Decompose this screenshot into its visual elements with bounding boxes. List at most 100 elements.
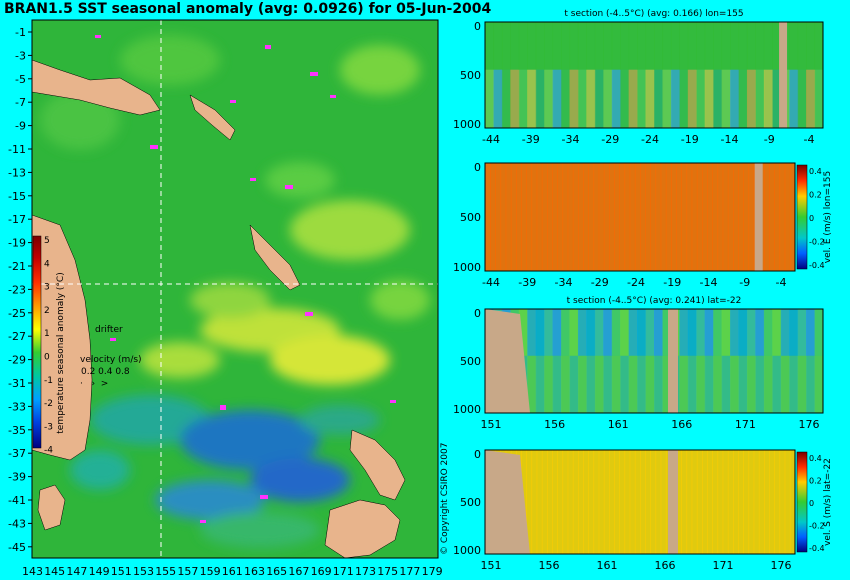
lon-tick-label: 165 xyxy=(266,565,287,578)
panel-y-tick-label: 500 xyxy=(460,69,481,82)
panel-y-tick-label: 1000 xyxy=(453,261,481,274)
panel-y-tick-label: 1000 xyxy=(453,403,481,416)
lon-tick-label: 171 xyxy=(333,565,354,578)
panel-x-tick-label: -29 xyxy=(601,133,619,146)
lat-tick-label: -9 xyxy=(15,120,26,133)
colorbar-tick-label: 5 xyxy=(44,236,50,246)
lon-tick-label: 169 xyxy=(311,565,332,578)
panel-y-tick-label: 1000 xyxy=(453,544,481,557)
lon-tick-label: 167 xyxy=(288,565,309,578)
panel-x-tick-label: -24 xyxy=(641,133,659,146)
sst-colorbar xyxy=(32,235,42,449)
lon-tick-label: 155 xyxy=(155,565,176,578)
copyright: © Copyright CSIRO 2007 xyxy=(440,442,450,555)
panel-x-tick-label: -9 xyxy=(739,276,750,289)
panel-x-tick-label: -4 xyxy=(804,133,815,146)
panel-x-tick-label: -39 xyxy=(518,276,536,289)
lat-tick-label: -41 xyxy=(8,494,26,507)
panel-x-tick-label: 161 xyxy=(608,418,629,431)
panel-x-tick-label: -34 xyxy=(555,276,573,289)
lat-tick-label: -1 xyxy=(15,26,26,39)
panel-colorbar-tick: -0.4 xyxy=(809,544,825,553)
panel-y-tick-label: 0 xyxy=(474,161,481,174)
panel-colorbar-label: vel. E (m/s) lon=155 xyxy=(823,171,833,263)
lat-tick-label: -25 xyxy=(8,307,26,320)
panel-x-tick-label: 151 xyxy=(481,559,502,572)
panel-colorbar-tick: 0 xyxy=(809,214,814,223)
lat-tick-label: -3 xyxy=(15,49,26,62)
panel-colorbar-tick: 0.4 xyxy=(809,454,822,463)
panel-x-tick-label: 171 xyxy=(735,418,756,431)
panel-x-tick-label: 156 xyxy=(539,559,560,572)
panel-x-tick-label: 151 xyxy=(481,418,502,431)
panel-y-tick-label: 0 xyxy=(474,20,481,33)
lat-tick-label: -23 xyxy=(8,283,26,296)
panel-x-tick-label: 176 xyxy=(799,418,820,431)
panel-y-tick-label: 500 xyxy=(460,355,481,368)
panel-x-tick-label: -39 xyxy=(522,133,540,146)
lat-tick-label: -45 xyxy=(8,541,26,554)
panel-y-tick-label: 500 xyxy=(460,211,481,224)
panel-x-tick-label: -44 xyxy=(482,133,500,146)
panel-title: t section (-4..5°C) (avg: 0.241) lat=-22 xyxy=(567,296,742,306)
lat-tick-label: -19 xyxy=(8,237,26,250)
lon-tick-labels: 143 145 147 149 151 153 155 157 159 161 163 165 167 1… xyxy=(22,565,443,578)
panel-x-tick-label: 166 xyxy=(671,418,692,431)
lon-tick-label: 175 xyxy=(377,565,398,578)
page-title: BRAN1.5 SST seasonal anomaly (avg: 0.092… xyxy=(4,1,492,17)
panel-colorbar-tick: -0.2 xyxy=(809,522,825,531)
lat-tick-label: -29 xyxy=(8,354,26,367)
colorbar-tick-label: 0 xyxy=(44,353,50,363)
velocity-label: velocity (m/s) xyxy=(80,355,142,365)
colorbar-tick-label: -4 xyxy=(44,446,53,456)
lat-tick-label: -5 xyxy=(15,73,26,86)
panel-y-tick-label: 500 xyxy=(460,496,481,509)
lat-tick-labels: -1 -3 -5 -7 -9 -11 -13 -15 -17 -19 -21 -23 -25 -27 -29… xyxy=(8,26,32,554)
panel-x-tick-label: -24 xyxy=(627,276,645,289)
lon-tick-label: 159 xyxy=(200,565,221,578)
panel-colorbar-tick: 0.4 xyxy=(809,167,822,176)
panel-colorbar-tick: 0.2 xyxy=(809,477,822,486)
section-panel-1: t section (-4..5°C) (avg: 0.166) lon=155… xyxy=(453,9,824,146)
panel-colorbar-label: vel. S (m/s) lat=-22 xyxy=(823,458,833,546)
lat-tick-label: -33 xyxy=(8,400,26,413)
lon-tick-label: 173 xyxy=(355,565,376,578)
panel-x-tick-label: -34 xyxy=(562,133,580,146)
panel-colorbar-tick: -0.2 xyxy=(809,238,825,247)
lat-tick-label: -17 xyxy=(8,213,26,226)
map-field xyxy=(32,20,438,558)
lon-tick-label: 143 xyxy=(22,565,43,578)
colorbar-tick-label: 4 xyxy=(44,259,50,269)
velocity-arrows: · › > xyxy=(80,379,109,389)
colorbar-tick-label: 3 xyxy=(44,283,50,293)
section-panel-2: 0 500 1000-44 -39 -34 -29 -24 -19 -14 -9 -4 0.4 0.2 0… xyxy=(453,161,833,289)
lon-tick-label: 157 xyxy=(177,565,198,578)
lon-tick-label: 163 xyxy=(244,565,265,578)
panel-x-tick-label: -19 xyxy=(663,276,681,289)
colorbar-tick-label: -1 xyxy=(44,376,53,386)
panel-colorbar xyxy=(796,164,808,270)
lon-tick-label: 153 xyxy=(133,565,154,578)
drifter-label: drifter xyxy=(95,325,123,335)
lat-tick-label: -39 xyxy=(8,471,26,484)
lat-tick-label: -21 xyxy=(8,260,26,273)
panel-colorbar-tick: 0 xyxy=(809,499,814,508)
panel-x-tick-label: -19 xyxy=(681,133,699,146)
panel-x-tick-label: -14 xyxy=(700,276,718,289)
panel-y-tick-label: 0 xyxy=(474,448,481,461)
lat-tick-label: -15 xyxy=(8,190,26,203)
lon-tick-label: 145 xyxy=(44,565,65,578)
lon-tick-label: 151 xyxy=(111,565,132,578)
panel-x-tick-label: 156 xyxy=(544,418,565,431)
sst-colorbar-ticks: 5 4 3 2 1 0 -1 -2 -3 -4 xyxy=(44,236,53,456)
panel-title: t section (-4..5°C) (avg: 0.166) lon=155 xyxy=(564,9,743,19)
colorbar-label-wrap: temperature seasonal anomaly (°C) xyxy=(52,262,66,452)
lat-tick-label: -31 xyxy=(8,377,26,390)
lon-tick-label: 177 xyxy=(399,565,420,578)
lat-tick-label: -37 xyxy=(8,447,26,460)
panel-x-tick-label: -29 xyxy=(591,276,609,289)
colorbar-tick-label: 2 xyxy=(44,306,50,316)
section-panels: t section (-4..5°C) (avg: 0.166) lon=155… xyxy=(453,9,833,572)
